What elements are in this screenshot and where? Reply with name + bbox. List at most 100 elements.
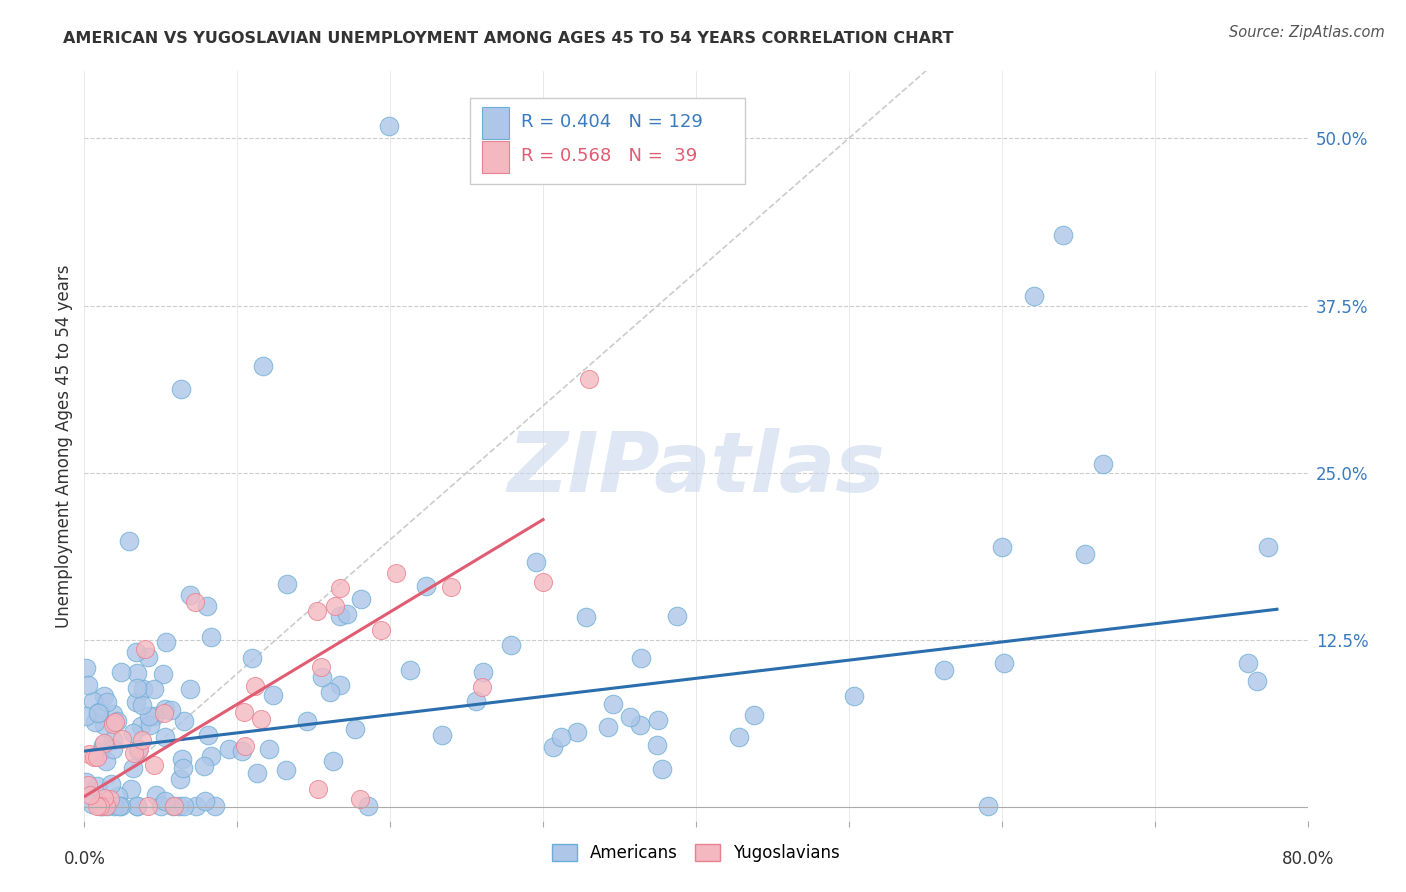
Text: 0.0%: 0.0% (63, 850, 105, 868)
Point (628, 718, 651, 732)
Point (243, 679, 266, 693)
Point (82, 694, 104, 708)
Point (103, 707, 125, 722)
Text: ZIPatlas: ZIPatlas (508, 428, 884, 509)
Y-axis label: Unemployment Among Ages 45 to 54 years: Unemployment Among Ages 45 to 54 years (55, 264, 73, 628)
Point (173, 714, 195, 728)
Point (842, 689, 865, 703)
Point (128, 742, 150, 756)
Point (323, 599, 346, 613)
Point (87, 706, 110, 720)
Point (108, 798, 131, 813)
Point (977, 799, 1000, 814)
Point (93, 736, 115, 750)
Point (200, 748, 222, 763)
Point (399, 663, 422, 677)
Point (142, 709, 165, 723)
Point (295, 714, 318, 728)
Point (138, 709, 160, 723)
Point (357, 799, 380, 814)
Point (619, 709, 641, 723)
Point (111, 731, 134, 746)
Point (169, 772, 191, 786)
Point (153, 702, 176, 716)
Point (125, 695, 148, 709)
Point (349, 791, 371, 805)
Point (87, 796, 110, 810)
Point (152, 706, 174, 721)
Point (233, 706, 256, 720)
Point (596, 720, 619, 734)
Point (163, 799, 186, 814)
Point (415, 579, 437, 593)
Point (131, 719, 153, 733)
Point (103, 799, 125, 814)
Point (77, 778, 100, 792)
Point (1257, 540, 1279, 554)
Text: R = 0.568   N =  39: R = 0.568 N = 39 (522, 147, 697, 165)
Point (93, 689, 115, 703)
Point (574, 610, 596, 624)
Point (647, 713, 669, 727)
Point (155, 635, 177, 649)
Point (578, 372, 600, 386)
Point (101, 741, 124, 756)
Point (150, 799, 173, 814)
Point (136, 799, 159, 814)
Point (343, 723, 366, 737)
Point (138, 649, 160, 664)
Point (127, 799, 149, 814)
Point (329, 608, 352, 623)
Point (179, 682, 201, 697)
Point (550, 731, 572, 745)
Point (329, 678, 352, 692)
Point (233, 739, 256, 753)
Point (195, 599, 218, 613)
Point (75, 775, 97, 789)
Point (104, 715, 127, 730)
Point (1237, 656, 1260, 670)
Point (524, 556, 547, 570)
Point (110, 665, 132, 680)
Point (127, 666, 149, 681)
Point (93, 791, 115, 805)
Point (471, 665, 494, 679)
Point (89, 799, 111, 814)
Point (79, 788, 101, 802)
Point (1091, 457, 1114, 471)
Point (145, 789, 167, 803)
Point (96, 695, 118, 709)
Point (464, 694, 486, 708)
Point (83, 714, 105, 729)
Point (100, 777, 122, 791)
Point (471, 680, 494, 694)
FancyBboxPatch shape (470, 97, 745, 184)
Point (131, 681, 153, 696)
Point (89, 745, 111, 759)
Point (79, 747, 101, 761)
Point (170, 752, 193, 766)
Point (200, 630, 222, 644)
Point (543, 739, 565, 754)
Point (259, 742, 281, 756)
Point (728, 730, 751, 744)
Point (309, 660, 332, 674)
Point (162, 799, 184, 814)
Point (107, 789, 129, 803)
Point (311, 669, 333, 683)
Point (131, 733, 153, 747)
Point (134, 642, 156, 657)
Point (91, 738, 114, 752)
Point (96, 799, 118, 814)
Point (173, 799, 195, 814)
Point (204, 799, 226, 814)
Point (121, 761, 143, 775)
Point (531, 575, 554, 590)
Point (86, 749, 108, 764)
Point (651, 762, 673, 776)
Point (121, 725, 143, 739)
Point (117, 533, 139, 548)
Point (645, 738, 668, 752)
Point (138, 718, 160, 732)
Legend: Americans, Yugoslavians: Americans, Yugoslavians (546, 837, 846, 869)
